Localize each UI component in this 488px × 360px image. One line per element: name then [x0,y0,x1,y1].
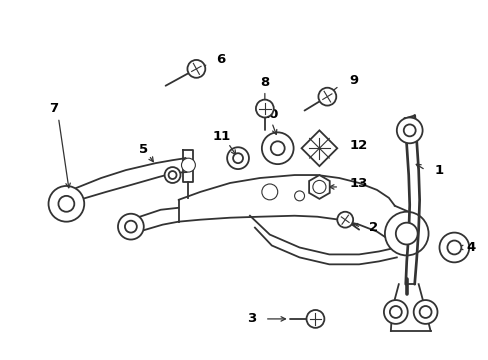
Circle shape [270,141,284,155]
Circle shape [396,117,422,143]
Text: 2: 2 [368,221,377,234]
Text: 9: 9 [348,74,358,87]
Text: 11: 11 [213,130,231,143]
Circle shape [383,300,407,324]
Polygon shape [308,175,329,199]
Text: 1: 1 [434,163,443,176]
Circle shape [294,191,304,201]
Circle shape [389,306,401,318]
Text: 8: 8 [260,76,269,89]
Circle shape [262,184,277,200]
Circle shape [255,100,273,117]
Circle shape [187,60,205,78]
Circle shape [233,153,243,163]
Circle shape [403,125,415,136]
Circle shape [118,214,143,239]
Text: 12: 12 [348,139,366,152]
Circle shape [395,223,417,244]
Text: 6: 6 [216,53,225,67]
Circle shape [447,240,460,255]
Polygon shape [301,130,337,166]
Circle shape [306,310,324,328]
Circle shape [181,158,195,172]
Circle shape [59,196,74,212]
Circle shape [164,167,180,183]
Text: 13: 13 [348,177,367,190]
Text: 7: 7 [49,102,58,115]
Circle shape [124,221,137,233]
Circle shape [262,132,293,164]
Circle shape [439,233,468,262]
Text: 3: 3 [246,312,255,325]
Text: 10: 10 [260,108,279,121]
Circle shape [337,212,352,228]
Circle shape [226,147,248,169]
Circle shape [312,180,325,193]
Text: 4: 4 [466,241,474,254]
Circle shape [384,212,427,255]
Circle shape [168,171,176,179]
Circle shape [419,306,431,318]
Text: 5: 5 [139,143,148,156]
Circle shape [48,186,84,222]
Circle shape [413,300,437,324]
Circle shape [318,88,336,105]
